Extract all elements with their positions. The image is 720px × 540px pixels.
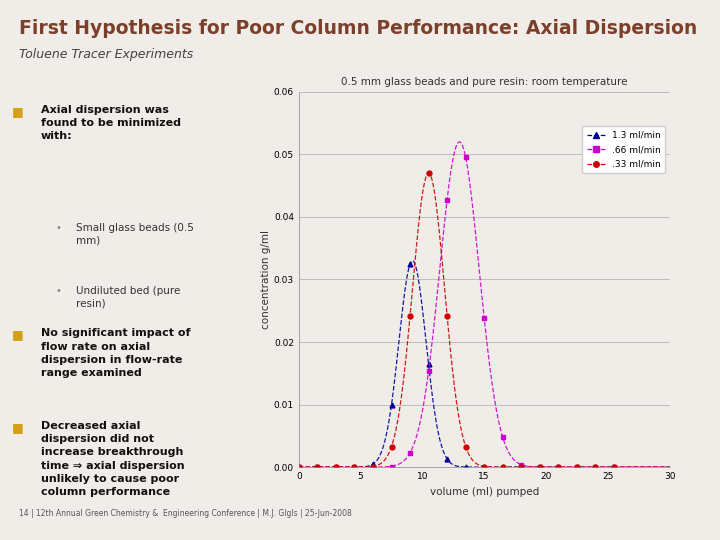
1.3 ml/min bbox=[498, 464, 507, 470]
.66 ml/min bbox=[554, 464, 562, 470]
1.3 ml/min bbox=[554, 464, 562, 470]
Text: 14 | 12th Annual Green Chemistry &  Engineering Conference | M.J. Glgls | 25-Jun: 14 | 12th Annual Green Chemistry & Engin… bbox=[19, 509, 352, 518]
1.3 ml/min bbox=[591, 464, 600, 470]
Text: No significant impact of
flow rate on axial
dispersion in flow-rate
range examin: No significant impact of flow rate on ax… bbox=[41, 328, 190, 378]
1.3 ml/min bbox=[424, 361, 433, 368]
.66 ml/min bbox=[498, 434, 507, 441]
.33 ml/min bbox=[387, 443, 396, 450]
.33 ml/min bbox=[572, 464, 581, 470]
1.3 ml/min bbox=[610, 464, 618, 470]
.66 ml/min bbox=[480, 315, 488, 321]
X-axis label: volume (ml) pumped: volume (ml) pumped bbox=[430, 487, 539, 496]
1.3 ml/min bbox=[517, 464, 526, 470]
1.3 ml/min bbox=[350, 464, 359, 470]
1.3 ml/min bbox=[480, 464, 488, 470]
Text: Small glass beads (0.5
mm): Small glass beads (0.5 mm) bbox=[76, 223, 194, 245]
1.3 ml/min bbox=[536, 464, 544, 470]
.66 ml/min bbox=[572, 464, 581, 470]
.33 ml/min bbox=[517, 464, 526, 470]
.33 ml/min bbox=[462, 443, 470, 450]
Text: Undiluted bed (pure
resin): Undiluted bed (pure resin) bbox=[76, 286, 180, 308]
.33 ml/min bbox=[294, 464, 303, 470]
1.3 ml/min bbox=[443, 456, 451, 462]
Y-axis label: concentration g/ml: concentration g/ml bbox=[261, 230, 271, 329]
1.3 ml/min bbox=[572, 464, 581, 470]
.33 ml/min bbox=[424, 170, 433, 177]
1.3 ml/min bbox=[313, 464, 322, 470]
.66 ml/min bbox=[462, 154, 470, 160]
Text: •: • bbox=[55, 286, 61, 296]
.66 ml/min bbox=[424, 368, 433, 374]
1.3 ml/min bbox=[331, 464, 341, 470]
1.3 ml/min bbox=[369, 461, 377, 467]
.33 ml/min bbox=[591, 464, 600, 470]
.66 ml/min bbox=[591, 464, 600, 470]
.66 ml/min bbox=[536, 464, 544, 470]
.66 ml/min bbox=[350, 464, 359, 470]
.33 ml/min bbox=[554, 464, 562, 470]
.33 ml/min bbox=[480, 464, 488, 470]
Text: Decreased axial
dispersion did not
increase breakthrough
time ⇒ axial dispersion: Decreased axial dispersion did not incre… bbox=[41, 421, 184, 497]
.33 ml/min bbox=[369, 464, 377, 470]
1.3 ml/min bbox=[462, 464, 470, 470]
Text: •: • bbox=[55, 223, 61, 233]
Text: ■: ■ bbox=[12, 421, 23, 434]
.33 ml/min bbox=[443, 313, 451, 319]
.66 ml/min bbox=[331, 464, 341, 470]
.66 ml/min bbox=[517, 461, 526, 468]
.66 ml/min bbox=[313, 464, 322, 470]
Text: First Hypothesis for Poor Column Performance: Axial Dispersion: First Hypothesis for Poor Column Perform… bbox=[19, 19, 698, 38]
.33 ml/min bbox=[536, 464, 544, 470]
Line: .66 ml/min: .66 ml/min bbox=[297, 155, 616, 470]
.33 ml/min bbox=[498, 464, 507, 470]
Text: ■: ■ bbox=[12, 328, 23, 341]
Text: Axial dispersion was
found to be minimized
with:: Axial dispersion was found to be minimiz… bbox=[41, 105, 181, 141]
.66 ml/min bbox=[610, 464, 618, 470]
.66 ml/min bbox=[387, 464, 396, 470]
.33 ml/min bbox=[406, 313, 415, 319]
1.3 ml/min bbox=[387, 401, 396, 408]
.33 ml/min bbox=[350, 464, 359, 470]
Line: .33 ml/min: .33 ml/min bbox=[297, 171, 616, 470]
Title: 0.5 mm glass beads and pure resin: room temperature: 0.5 mm glass beads and pure resin: room … bbox=[341, 77, 627, 87]
.66 ml/min bbox=[369, 464, 377, 470]
.66 ml/min bbox=[406, 450, 415, 456]
.66 ml/min bbox=[443, 197, 451, 203]
.66 ml/min bbox=[294, 464, 303, 470]
.33 ml/min bbox=[313, 464, 322, 470]
1.3 ml/min bbox=[294, 464, 303, 470]
.33 ml/min bbox=[331, 464, 341, 470]
Line: 1.3 ml/min: 1.3 ml/min bbox=[297, 262, 616, 470]
Text: ■: ■ bbox=[12, 105, 23, 118]
1.3 ml/min bbox=[406, 261, 415, 267]
Text: Toluene Tracer Experiments: Toluene Tracer Experiments bbox=[19, 48, 194, 60]
.33 ml/min bbox=[610, 464, 618, 470]
Legend: 1.3 ml/min, .66 ml/min, .33 ml/min: 1.3 ml/min, .66 ml/min, .33 ml/min bbox=[582, 126, 665, 173]
